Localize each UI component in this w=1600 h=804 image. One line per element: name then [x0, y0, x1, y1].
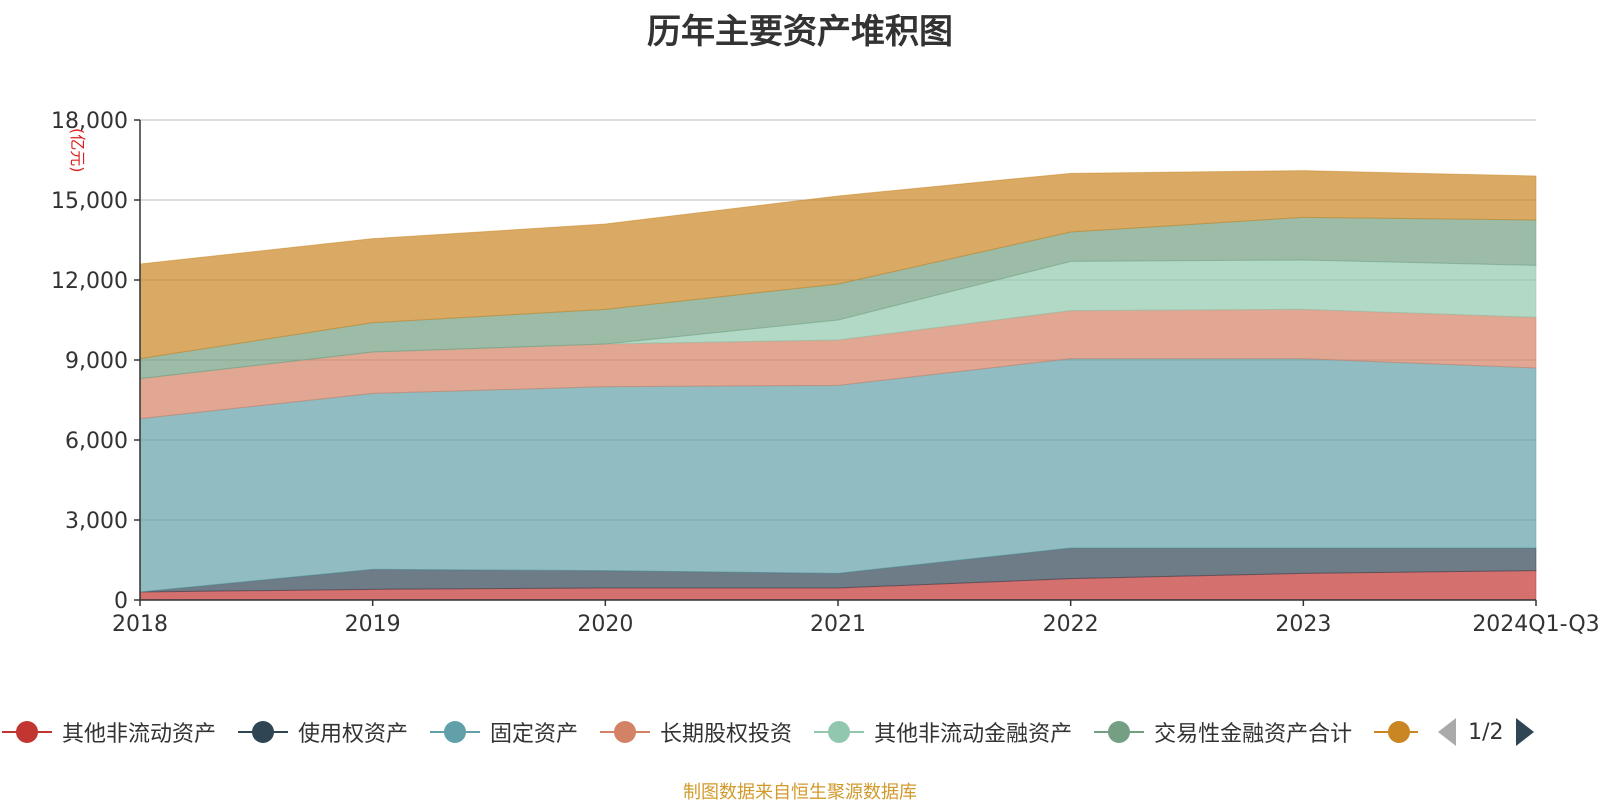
stacked-area-chart: 0 3,000 6,000 9,000 12,000 15,000 18,000 2018 20…: [51, 109, 1600, 637]
y-tick-label: 9,000: [65, 349, 128, 374]
x-tick-label: 2022: [1043, 612, 1099, 637]
legend-label: 长期股权投资: [660, 722, 793, 747]
x-tick-label: 2021: [810, 612, 866, 637]
legend-item-5[interactable]: 其他非流动金融资产: [814, 716, 1072, 748]
legend-next-page-icon[interactable]: [1515, 718, 1534, 746]
legend-item-2[interactable]: 使用权资产: [238, 716, 408, 748]
legend-page-indicator: 1/2: [1468, 719, 1504, 745]
area-series-7[interactable]: [139, 170, 1537, 360]
y-tick-label: 6,000: [65, 429, 128, 454]
legend-label: 固定资产: [490, 722, 579, 747]
legend-marker-icon: [814, 719, 865, 745]
x-tick-label: 2023: [1275, 612, 1331, 637]
y-tick-label: 0: [114, 589, 128, 614]
source-note: 制图数据来自恒生聚源数据库: [683, 782, 917, 803]
x-tick-label: 2020: [577, 612, 633, 637]
legend-marker-icon: [430, 719, 481, 745]
y-axis-unit-label: (亿元): [68, 128, 87, 173]
legend: 其他非流动资产 使用权资产 固定资产 长期股权投资 其他非流动金融资产 交易性金融资产合计…: [0, 712, 1600, 752]
legend-item-7[interactable]: [1374, 719, 1428, 745]
legend-item-6[interactable]: 交易性金融资产合计: [1094, 716, 1352, 748]
legend-item-1[interactable]: 其他非流动资产: [2, 716, 216, 748]
legend-label: 交易性金融资产合计: [1154, 722, 1353, 747]
x-tick-label: 2018: [112, 612, 168, 637]
legend-pager: 1/2: [1438, 718, 1534, 746]
legend-marker-icon: [1094, 719, 1145, 745]
legend-label: 其他非流动金融资产: [874, 722, 1073, 747]
axes: 0 3,000 6,000 9,000 12,000 15,000 18,000 2018 20…: [51, 109, 1600, 637]
legend-marker-icon: [1374, 719, 1419, 745]
legend-item-3[interactable]: 固定资产: [430, 716, 578, 748]
y-tick-label: 3,000: [65, 509, 128, 534]
legend-label: 使用权资产: [298, 722, 409, 747]
y-tick-label: 15,000: [51, 189, 128, 214]
y-tick-label: 18,000: [51, 109, 128, 134]
y-tick-label: 12,000: [51, 269, 128, 294]
area-series: [139, 170, 1537, 601]
chart-title: 历年主要资产堆积图: [647, 12, 953, 52]
legend-label: 其他非流动资产: [62, 722, 217, 747]
legend-marker-icon: [238, 719, 289, 745]
x-tick-label: 2024Q1-Q3: [1472, 612, 1599, 637]
legend-item-4[interactable]: 长期股权投资: [600, 716, 792, 748]
legend-prev-page-icon[interactable]: [1438, 718, 1457, 746]
legend-marker-icon: [600, 719, 651, 745]
x-tick-label: 2019: [345, 612, 401, 637]
legend-marker-icon: [2, 719, 52, 745]
